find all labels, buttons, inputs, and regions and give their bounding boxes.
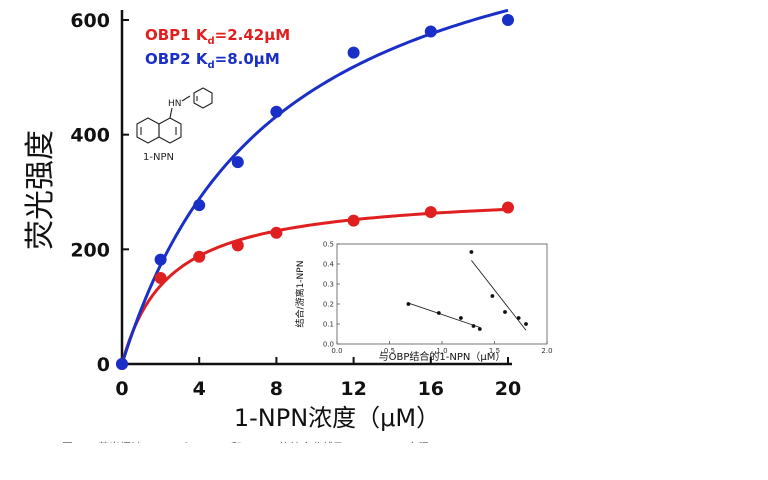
data-point-obp1 xyxy=(270,226,283,239)
fit-curve-1 xyxy=(120,207,509,365)
fit-curves xyxy=(120,8,509,365)
legend-obp2: OBP2 Kd=8.0μM xyxy=(145,50,280,71)
inset-point-1 xyxy=(471,324,476,328)
data-point-obp2 xyxy=(116,358,128,370)
fit-curve-2 xyxy=(120,8,509,365)
inset-x-tick-label: 0.0 xyxy=(331,347,342,355)
x-tick-label: 0 xyxy=(115,378,128,400)
inset-y-tick-label: 0.0 xyxy=(323,341,334,349)
y-tick-label: 400 xyxy=(70,125,110,147)
inset-x-tick-label: 1.5 xyxy=(489,347,500,355)
x-axis-label: 1-NPN浓度（μM） xyxy=(234,404,440,432)
y-tick-label: 200 xyxy=(70,239,110,261)
x-tick-label: 16 xyxy=(418,378,444,400)
y-tick-label: 0 xyxy=(97,354,110,376)
inset-point-2 xyxy=(469,250,474,254)
inset-point-1 xyxy=(406,302,411,306)
y-tick-label: 600 xyxy=(70,10,110,32)
inset-y-label: 结合/游离1-NPN xyxy=(294,261,306,328)
inset-point-2 xyxy=(524,322,528,326)
data-point-obp1 xyxy=(424,206,437,219)
data-point-obp2 xyxy=(502,14,514,26)
inset-x-tick-label: 0.5 xyxy=(384,347,395,355)
inset-frame xyxy=(336,243,548,345)
data-points xyxy=(116,14,514,370)
data-point-obp2 xyxy=(154,253,167,266)
structure-label: 1-NPN xyxy=(143,152,174,163)
inset-point-2 xyxy=(490,294,495,298)
x-tick-label: 8 xyxy=(270,378,283,400)
data-point-obp1 xyxy=(193,250,206,263)
data-point-obp2 xyxy=(193,199,206,212)
inset-point-1 xyxy=(459,316,463,320)
inset-fit-line-1 xyxy=(408,302,480,328)
x-tick-label: 20 xyxy=(495,378,521,400)
data-point-obp2 xyxy=(270,105,283,118)
data-point-obp1 xyxy=(502,201,514,214)
x-tick-label: 12 xyxy=(340,378,366,400)
inset-point-2 xyxy=(516,316,521,320)
inset-axis-ticks: 0.0 0.5 1.0 1.5 2.0 0.0 0.1 0.2 0.3 0.4 0.5 xyxy=(323,241,553,356)
inset-point-1 xyxy=(477,327,482,331)
inset-points xyxy=(406,250,528,331)
inset-y-tick-label: 0.2 xyxy=(323,301,334,309)
inset-y-tick-label: 0.4 xyxy=(323,261,335,269)
inset-x-label: 与OBP结合的1-NPN（μM） xyxy=(379,350,506,363)
inset-y-tick-label: 0.3 xyxy=(323,281,334,289)
y-axis-label: 荧光强度 xyxy=(23,130,58,250)
legend: OBP1 Kd=2.42μM OBP2 Kd=8.0μM xyxy=(145,26,290,71)
data-point-obp2 xyxy=(231,156,244,169)
inset-x-tick-label: 1.0 xyxy=(436,347,447,355)
inset-point-2 xyxy=(503,310,507,314)
legend-obp1: OBP1 Kd=2.42μM xyxy=(145,26,290,47)
npn-structure-image: HN 1-NPN xyxy=(136,87,213,163)
data-point-obp1 xyxy=(154,272,167,284)
data-point-obp1 xyxy=(231,239,244,252)
caption-cut-mask xyxy=(0,443,768,480)
data-point-obp1 xyxy=(347,214,360,227)
structure-hn-label: HN xyxy=(168,99,182,109)
inset-point-1 xyxy=(436,311,441,315)
data-point-obp2 xyxy=(424,25,437,38)
inset-y-tick-label: 0.5 xyxy=(323,241,334,249)
inset-y-tick-label: 0.1 xyxy=(323,321,334,329)
inset-x-tick-label: 2.0 xyxy=(541,347,552,355)
data-point-obp2 xyxy=(347,46,360,59)
x-tick-label: 4 xyxy=(193,378,206,400)
inset-plot: 0.0 0.5 1.0 1.5 2.0 0.0 0.1 0.2 0.3 0.4 0.5 结合/游离1… xyxy=(294,241,553,364)
